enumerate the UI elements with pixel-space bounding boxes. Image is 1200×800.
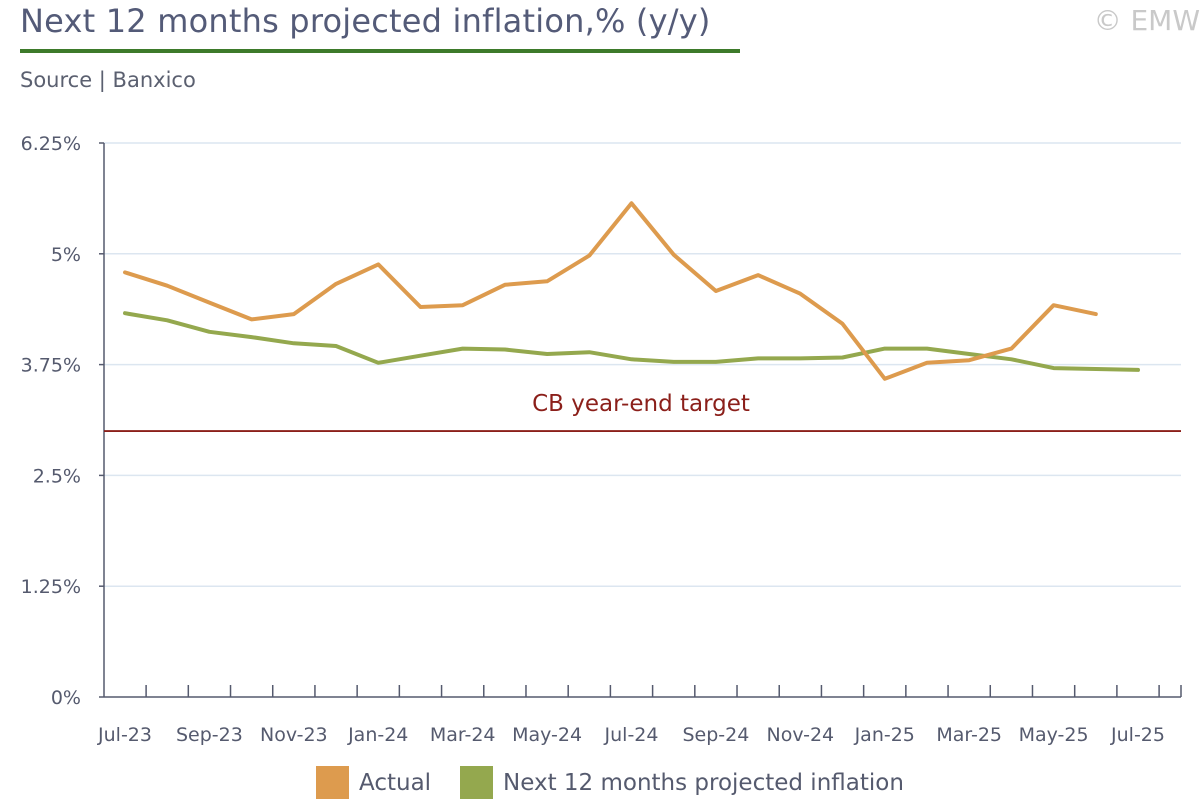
x-tick-label: Sep-24: [682, 724, 749, 746]
source-note: Source | Banxico: [20, 68, 196, 92]
legend-item-projected: Next 12 months projected inflation: [460, 766, 904, 799]
x-tick-label: Nov-24: [767, 724, 835, 746]
series-lines: [123, 201, 1140, 381]
actual-series-line: [123, 201, 1098, 381]
y-tick-label: 0%: [51, 687, 81, 709]
x-tick-label: May-24: [512, 724, 582, 746]
target-reference: CB year-end target: [104, 391, 1181, 432]
projected-series-line: [123, 311, 1140, 372]
legend-label-projected: Next 12 months projected inflation: [503, 769, 904, 796]
x-tick-label: Nov-23: [260, 724, 328, 746]
gridlines: [104, 142, 1181, 587]
y-tick-label: 1.25%: [21, 576, 81, 598]
x-tick-label: May-25: [1019, 724, 1089, 746]
legend-swatch-projected: [460, 766, 493, 799]
y-tick-label: 3.75%: [21, 355, 81, 377]
legend-label-actual: Actual: [359, 769, 432, 796]
x-tick-label: Sep-23: [176, 724, 243, 746]
x-tick-label: Jul-25: [1110, 724, 1165, 746]
axes: 0% 1.25% 2.5% 3.75% 5% 6.25% Jul-23 Sep-23 Nov-2…: [21, 133, 1182, 746]
x-tick-label: Mar-24: [430, 724, 496, 746]
y-tick-label: 6.25%: [21, 133, 81, 155]
target-line-label: CB year-end target: [532, 391, 750, 417]
legend-swatch-actual: [316, 766, 349, 799]
x-tick-label: Jul-24: [604, 724, 659, 746]
x-tick-label: Mar-25: [936, 724, 1002, 746]
y-tick-label: 2.5%: [33, 465, 81, 487]
x-tick-label: Jan-25: [854, 724, 915, 746]
legend: Actual Next 12 months projected inflatio…: [0, 766, 1200, 800]
legend-item-actual: Actual: [316, 766, 431, 799]
x-tick-label: Jul-23: [97, 724, 152, 746]
copyright-watermark: © EMW: [1093, 4, 1200, 37]
y-tick-label: 5%: [51, 244, 81, 266]
title-underline: [20, 49, 740, 53]
chart-title: Next 12 months projected inflation,% (y/…: [20, 2, 711, 40]
x-tick-label: Jan-24: [347, 724, 408, 746]
